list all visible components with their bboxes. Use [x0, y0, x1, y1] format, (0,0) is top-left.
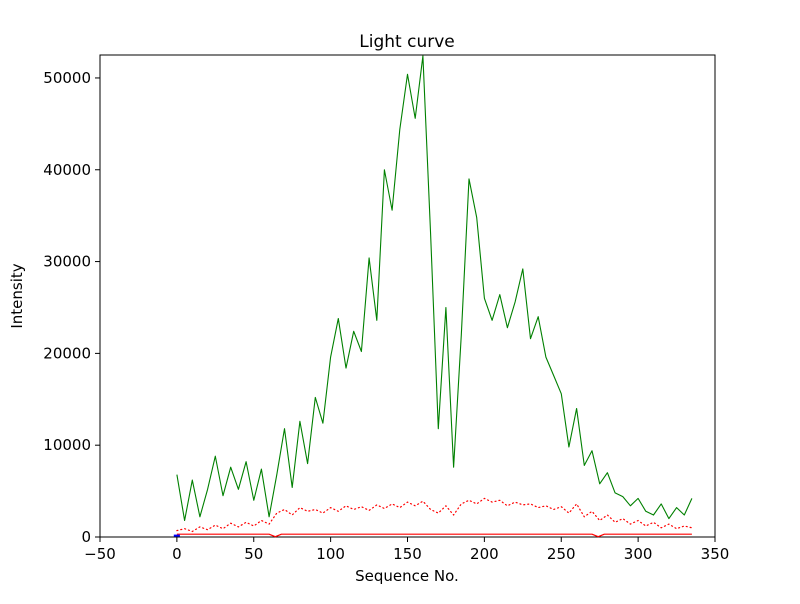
x-axis-label: Sequence No.: [355, 567, 459, 585]
series-background-red-dotted: [176, 497, 693, 533]
y-tick-label: 0: [81, 528, 91, 546]
y-tick-label: 20000: [43, 344, 91, 362]
axes-frame: [99, 54, 716, 538]
x-tick-label: 100: [316, 545, 345, 563]
y-tick-label: 30000: [43, 253, 91, 271]
series-baseline-red-solid: [176, 533, 692, 538]
x-tick-label: 300: [624, 545, 653, 563]
x-tick-label: 0: [172, 545, 182, 563]
x-tick-label: 50: [244, 545, 263, 563]
chart-title: Light curve: [359, 32, 454, 52]
x-tick-label: −50: [84, 545, 116, 563]
x-tick-label: 250: [547, 545, 576, 563]
x-tick-label: 350: [701, 545, 730, 563]
x-tick-label: 150: [393, 545, 422, 563]
x-tick-label: 200: [470, 545, 499, 563]
y-tick-label: 10000: [43, 436, 91, 454]
y-axis-label: Intensity: [8, 263, 26, 328]
y-tick-label: 50000: [43, 69, 91, 87]
y-tick-label: 40000: [43, 161, 91, 179]
series-light-curve-green: [176, 55, 693, 522]
plot-layer: −50 0 50 100 150 200 250 300 3500100002000030000…: [43, 54, 730, 563]
